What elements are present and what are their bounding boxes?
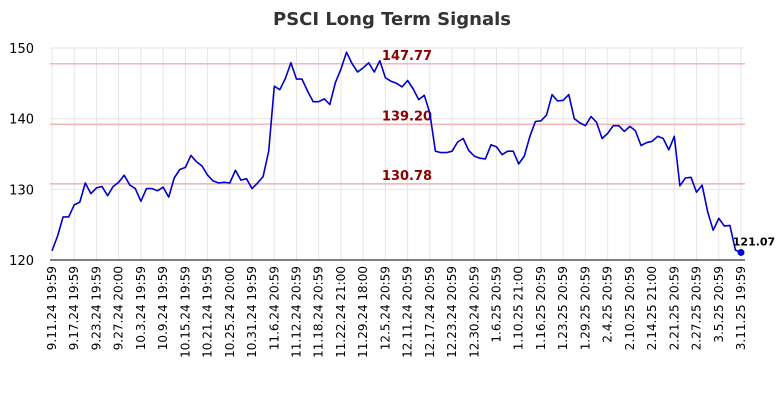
last-point-label: 121.07 xyxy=(733,235,775,248)
x-tick-label: 1.29.25 20:59 xyxy=(578,266,592,350)
horizontal-grid xyxy=(50,47,745,190)
x-tick-label: 12.11.24 20:59 xyxy=(401,266,415,358)
x-tick-label: 1.16.25 20:59 xyxy=(534,266,548,350)
signal-lines: 147.77 139.20 130.78 xyxy=(50,49,745,185)
price-series-line xyxy=(51,51,742,254)
x-tick-label: 12.23.24 20:59 xyxy=(445,266,459,358)
x-tick-label: 2.10.25 20:59 xyxy=(623,266,637,350)
x-tick-label: 9.23.24 19:59 xyxy=(89,266,103,350)
x-tick-label: 2.14.25 21:00 xyxy=(645,266,659,350)
x-tick-label: 12.30.24 20:59 xyxy=(467,266,481,358)
y-axis-ticks: 120 130 140 150 xyxy=(9,42,34,269)
x-tick-label: 11.6.24 20:59 xyxy=(267,266,281,350)
x-tick-label: 10.31.24 19:59 xyxy=(245,266,259,358)
signal-label: 139.20 xyxy=(382,109,432,124)
x-tick-label: 12.5.24 20:59 xyxy=(378,266,392,350)
x-tick-label: 10.15.24 19:59 xyxy=(178,266,192,358)
y-tick-label: 130 xyxy=(9,183,34,198)
chart-title: PSCI Long Term Signals xyxy=(273,9,511,30)
x-tick-label: 10.3.24 19:59 xyxy=(134,266,148,350)
signal-label: 130.78 xyxy=(382,169,432,184)
last-point-marker xyxy=(737,248,745,256)
signal-label: 147.77 xyxy=(382,49,432,64)
x-tick-label: 11.22.24 21:00 xyxy=(334,266,348,358)
x-tick-label: 1.10.25 21:00 xyxy=(512,266,526,350)
x-tick-label: 9.27.24 20:00 xyxy=(112,266,126,350)
x-tick-label: 10.21.24 19:59 xyxy=(201,266,215,358)
x-tick-label: 2.21.25 20:59 xyxy=(667,266,681,350)
vertical-grid xyxy=(51,48,742,260)
x-tick-label: 3.5.25 20:59 xyxy=(712,266,726,343)
x-tick-label: 9.17.24 19:59 xyxy=(67,266,81,350)
x-tick-label: 10.25.24 20:00 xyxy=(223,266,237,358)
x-tick-label: 3.11.25 19:59 xyxy=(734,266,748,350)
x-tick-label: 11.18.24 20:59 xyxy=(312,266,326,358)
y-tick-label: 150 xyxy=(9,42,34,57)
y-tick-label: 120 xyxy=(9,254,34,269)
x-axis-ticks: 9.11.24 19:59 9.17.24 19:59 9.23.24 19:59 9… xyxy=(45,266,748,358)
x-tick-label: 2.27.25 20:59 xyxy=(690,266,704,350)
x-tick-label: 11.12.24 20:59 xyxy=(289,266,303,358)
x-tick-label: 1.6.25 20:59 xyxy=(490,266,504,343)
x-tick-label: 1.23.25 20:59 xyxy=(556,266,570,350)
x-tick-label: 11.29.24 18:00 xyxy=(356,266,370,358)
x-tick-label: 2.4.25 20:59 xyxy=(601,266,615,343)
x-tick-label: 12.17.24 20:59 xyxy=(423,266,437,358)
x-tick-label: 10.9.24 19:59 xyxy=(156,266,170,350)
y-tick-label: 140 xyxy=(9,113,34,128)
x-tick-label: 9.11.24 19:59 xyxy=(45,266,59,350)
